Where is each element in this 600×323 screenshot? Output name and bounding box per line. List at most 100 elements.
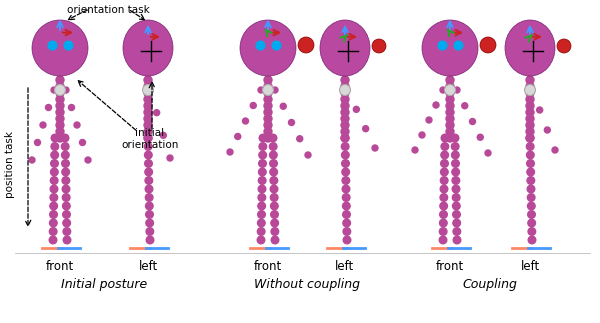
Circle shape — [342, 185, 350, 193]
Circle shape — [167, 155, 173, 161]
Circle shape — [526, 128, 534, 136]
Circle shape — [527, 185, 535, 193]
Circle shape — [160, 132, 166, 138]
Circle shape — [50, 202, 58, 210]
Circle shape — [341, 82, 349, 90]
Circle shape — [419, 132, 425, 138]
Circle shape — [271, 236, 279, 244]
Text: Coupling: Coupling — [463, 278, 517, 291]
Circle shape — [35, 140, 41, 145]
Circle shape — [146, 228, 154, 235]
Circle shape — [264, 82, 272, 90]
Circle shape — [485, 150, 491, 156]
Text: front: front — [436, 260, 464, 273]
Circle shape — [526, 89, 534, 97]
Circle shape — [272, 87, 278, 93]
Circle shape — [143, 85, 154, 96]
Circle shape — [144, 134, 152, 142]
Circle shape — [63, 228, 71, 235]
Circle shape — [269, 143, 277, 150]
Circle shape — [342, 160, 349, 167]
Circle shape — [51, 134, 59, 142]
Circle shape — [55, 85, 65, 96]
Circle shape — [527, 151, 534, 159]
Circle shape — [145, 168, 152, 176]
Circle shape — [144, 89, 152, 97]
Circle shape — [50, 219, 57, 227]
Circle shape — [433, 102, 439, 108]
Text: left: left — [335, 260, 355, 273]
Circle shape — [40, 122, 46, 128]
Circle shape — [439, 236, 447, 244]
Circle shape — [340, 85, 350, 96]
Circle shape — [62, 202, 70, 210]
Circle shape — [526, 82, 534, 90]
Ellipse shape — [320, 20, 370, 76]
Circle shape — [526, 143, 534, 150]
Circle shape — [50, 194, 58, 201]
Circle shape — [264, 76, 272, 84]
Circle shape — [526, 134, 534, 142]
Circle shape — [526, 121, 534, 129]
Text: position task: position task — [5, 131, 15, 199]
Circle shape — [145, 151, 152, 159]
Circle shape — [56, 108, 64, 116]
Circle shape — [144, 134, 152, 142]
Circle shape — [452, 168, 460, 176]
Circle shape — [452, 160, 460, 167]
Circle shape — [56, 82, 64, 90]
Circle shape — [341, 115, 349, 123]
Circle shape — [527, 202, 535, 210]
Circle shape — [524, 85, 536, 96]
Circle shape — [56, 134, 64, 142]
Circle shape — [269, 151, 277, 159]
Circle shape — [305, 152, 311, 158]
Circle shape — [526, 76, 534, 84]
Circle shape — [259, 134, 267, 142]
Circle shape — [297, 136, 303, 142]
Circle shape — [341, 134, 349, 142]
Circle shape — [341, 95, 349, 103]
Circle shape — [341, 128, 349, 136]
Circle shape — [264, 102, 272, 110]
Circle shape — [270, 177, 278, 184]
Circle shape — [144, 82, 152, 90]
Circle shape — [270, 168, 277, 176]
Text: Initial posture: Initial posture — [61, 278, 147, 291]
Circle shape — [341, 143, 349, 150]
Circle shape — [56, 76, 64, 84]
Circle shape — [62, 177, 70, 184]
Circle shape — [144, 95, 152, 103]
Circle shape — [146, 219, 154, 227]
Circle shape — [342, 177, 350, 184]
Circle shape — [446, 121, 454, 129]
Circle shape — [451, 134, 459, 142]
Circle shape — [271, 228, 278, 235]
Circle shape — [526, 95, 534, 103]
Circle shape — [452, 177, 460, 184]
Circle shape — [263, 85, 274, 96]
Circle shape — [264, 128, 272, 136]
Circle shape — [62, 185, 70, 193]
Circle shape — [353, 106, 359, 112]
Circle shape — [63, 219, 70, 227]
Circle shape — [372, 145, 378, 151]
Circle shape — [56, 95, 64, 103]
Circle shape — [62, 168, 70, 176]
Circle shape — [63, 211, 70, 218]
Circle shape — [144, 108, 152, 116]
Circle shape — [412, 147, 418, 153]
Circle shape — [145, 160, 152, 167]
Circle shape — [453, 219, 460, 227]
Circle shape — [51, 87, 57, 93]
Circle shape — [446, 89, 454, 97]
Circle shape — [56, 128, 64, 136]
Circle shape — [146, 211, 154, 218]
Circle shape — [446, 102, 454, 110]
Circle shape — [341, 76, 349, 84]
Circle shape — [264, 134, 272, 142]
Circle shape — [154, 110, 160, 116]
Circle shape — [145, 194, 153, 201]
Circle shape — [440, 211, 448, 218]
Circle shape — [440, 177, 448, 184]
